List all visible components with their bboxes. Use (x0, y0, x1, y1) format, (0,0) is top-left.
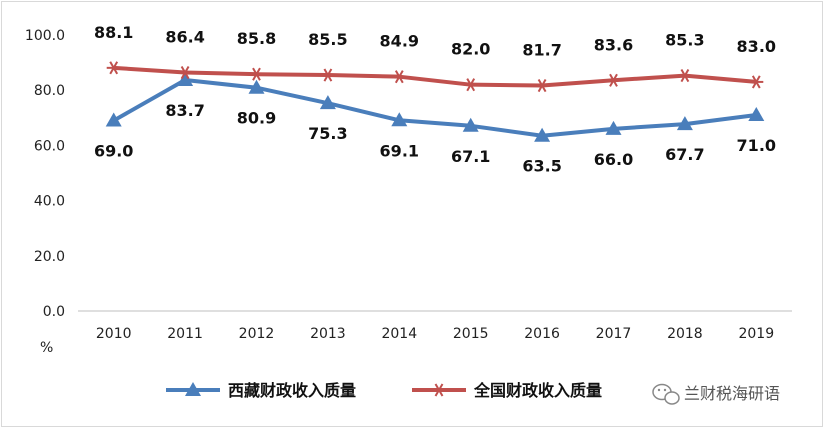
data-label: 83.7 (165, 101, 204, 120)
x-tick-label: 2015 (453, 326, 489, 342)
y-tick-label: 100.0 (25, 28, 65, 44)
data-point-star (249, 67, 264, 81)
axes: 0.0 20.0 40.0 60.0 80.0 100.0 2010 2011 2012 2013… (25, 28, 792, 342)
x-tick-label: 2018 (667, 326, 703, 342)
data-point-star (606, 73, 621, 87)
data-label: 81.7 (522, 41, 561, 60)
data-label: 84.9 (380, 32, 419, 51)
data-label: 83.6 (594, 35, 633, 54)
legend-item-1: 全国财政收入质量 (412, 381, 602, 400)
data-point-star (178, 65, 193, 80)
series-layer (105, 61, 765, 142)
data-point-triangle (676, 116, 693, 131)
data-label: 63.5 (522, 157, 561, 176)
data-point-triangle (534, 127, 551, 142)
x-tick-label: 2019 (738, 326, 774, 342)
x-tick-label: 2013 (310, 326, 346, 342)
data-label: 88.1 (94, 23, 133, 42)
data-labels: 69.0 83.7 80.9 75.3 69.1 67.1 63.5 66.0 67.7 71.0… (94, 23, 776, 176)
x-tick-label: 2016 (524, 326, 560, 342)
x-tick-label: 2011 (167, 326, 203, 342)
data-point-triangle (391, 112, 408, 127)
legend-label: 全国财政收入质量 (473, 381, 602, 400)
data-label: 75.3 (308, 124, 347, 143)
data-label: 85.3 (665, 31, 704, 50)
data-label: 85.8 (237, 29, 276, 48)
legend-item-0: 西藏财政收入质量 (166, 381, 356, 400)
data-point-star (392, 70, 407, 84)
data-label: 69.0 (94, 142, 133, 161)
data-label: 83.0 (737, 37, 776, 56)
series-line-0 (112, 77, 757, 138)
data-point-triangle (462, 117, 479, 132)
series-line-1 (113, 65, 757, 88)
legend-label: 西藏财政收入质量 (228, 381, 356, 400)
data-label: 85.5 (308, 30, 347, 49)
y-tick-label: 40.0 (34, 194, 65, 210)
y-tick-label: 60.0 (34, 138, 65, 154)
data-point-star (432, 383, 446, 397)
watermark-text: 兰财税海研语 (684, 384, 780, 403)
y-tick-label: 0.0 (43, 304, 65, 320)
data-point-star (320, 68, 335, 82)
data-point-star (106, 61, 121, 75)
data-point-star (749, 75, 764, 89)
data-point-star (463, 78, 478, 92)
data-label: 67.7 (665, 145, 704, 164)
data-point-triangle (248, 79, 265, 94)
x-tick-label: 2010 (96, 326, 132, 342)
data-point-triangle (605, 120, 622, 135)
y-tick-label: 80.0 (34, 83, 65, 99)
wechat-icon (652, 383, 680, 405)
y-tick-label: 20.0 (34, 249, 65, 265)
data-label: 82.0 (451, 40, 490, 59)
x-tick-label: 2014 (381, 326, 417, 342)
watermark: 兰财税海研语 (652, 383, 780, 405)
data-point-star (535, 78, 550, 93)
data-label: 66.0 (594, 150, 633, 169)
data-label: 67.1 (451, 147, 490, 166)
data-point-triangle (319, 95, 336, 110)
x-tick-label: 2012 (239, 326, 275, 342)
data-point-triangle (177, 71, 194, 86)
data-label: 69.1 (380, 141, 419, 160)
data-point-triangle (748, 107, 765, 122)
x-tick-label: 2017 (596, 326, 632, 342)
data-label: 80.9 (237, 109, 276, 128)
y-axis-unit-label: % (40, 340, 53, 356)
data-point-triangle (185, 382, 201, 396)
data-point-star (677, 69, 692, 83)
data-label: 86.4 (165, 28, 204, 47)
data-point-triangle (105, 112, 122, 127)
legend: 西藏财政收入质量 全国财政收入质量 (166, 381, 602, 400)
data-label: 71.0 (737, 136, 776, 155)
